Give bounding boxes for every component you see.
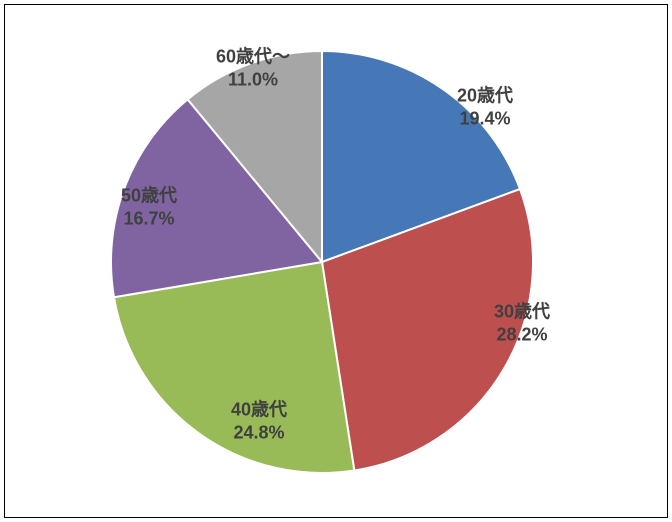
slice-label-2: 40歳代24.8% (231, 399, 287, 444)
slice-label-0: 20歳代19.4% (457, 85, 513, 130)
slice-label-name: 40歳代 (231, 399, 287, 422)
slice-label-1: 30歳代28.2% (494, 301, 550, 346)
slice-label-4: 60歳代～11.0% (216, 46, 290, 91)
slice-label-3: 50歳代16.7% (121, 185, 177, 230)
slice-label-name: 20歳代 (457, 85, 513, 108)
pie-chart-container: 20歳代19.4% 30歳代28.2% 40歳代24.8% 50歳代16.7% 60歳代… (4, 4, 668, 518)
slice-label-value: 24.8% (231, 421, 287, 444)
pie-chart (5, 5, 669, 519)
slice-label-value: 28.2% (494, 323, 550, 346)
slice-label-value: 11.0% (216, 68, 290, 91)
slice-label-value: 16.7% (121, 207, 177, 230)
slice-label-value: 19.4% (457, 107, 513, 130)
slice-label-name: 50歳代 (121, 185, 177, 208)
slice-label-name: 30歳代 (494, 301, 550, 324)
slice-label-name: 60歳代～ (216, 46, 290, 69)
